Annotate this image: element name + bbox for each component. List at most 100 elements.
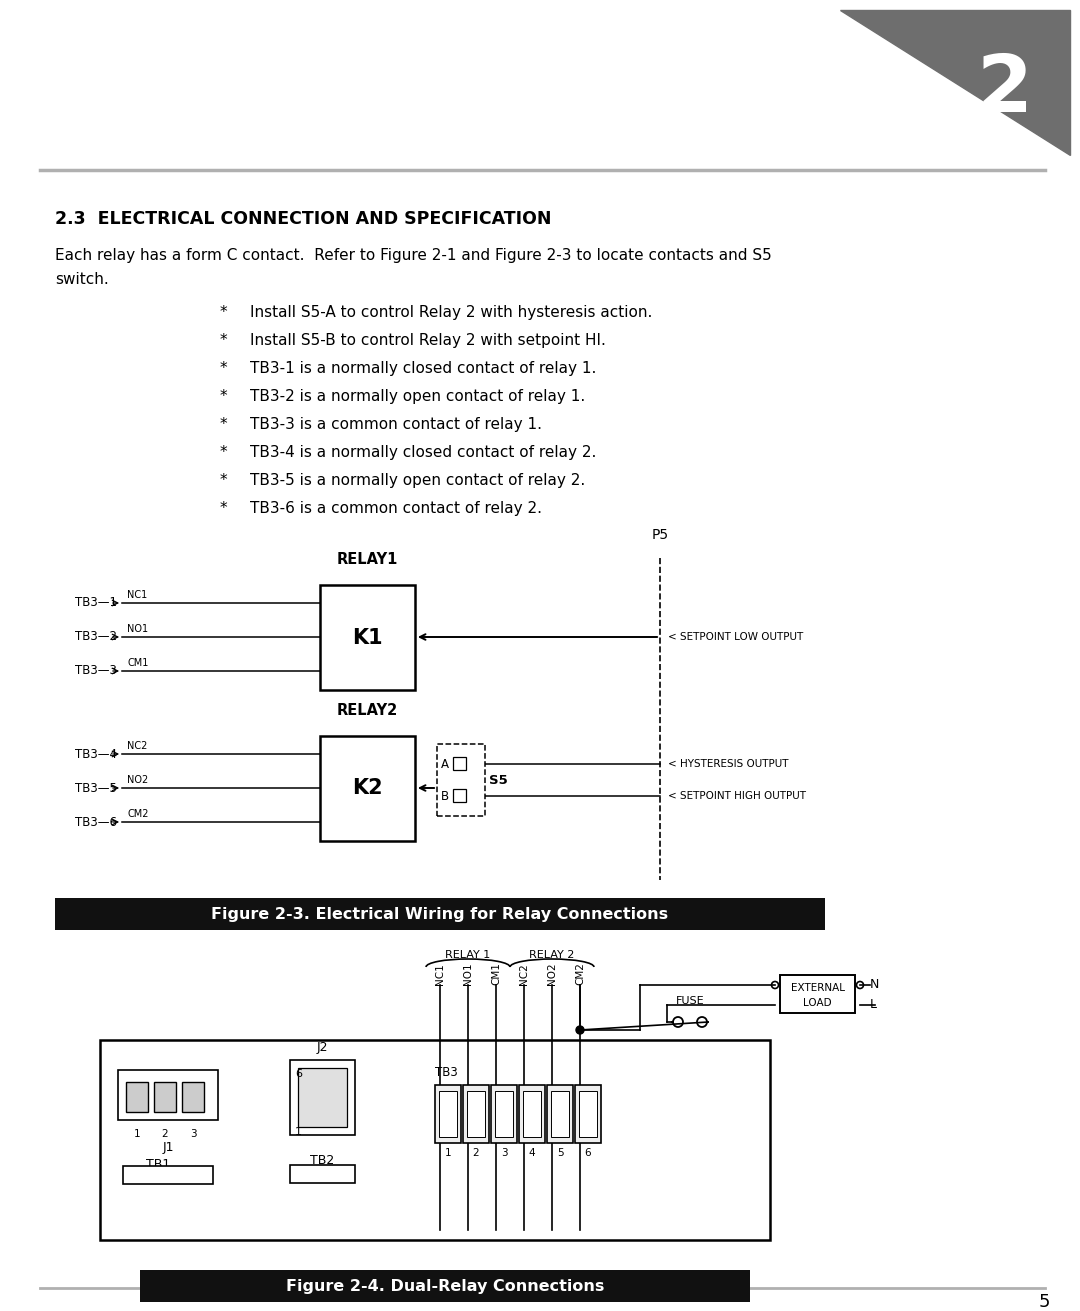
Bar [55, 898, 825, 929]
Text: 5: 5 [556, 1148, 564, 1158]
Text: 5: 5 [1039, 1293, 1050, 1311]
Text: CM2: CM2 [127, 809, 149, 819]
Text: J2: J2 [316, 1041, 328, 1054]
Text: TB3-2 is a normally open contact of relay 1.: TB3-2 is a normally open contact of rela… [249, 389, 585, 404]
Polygon shape [840, 10, 1070, 155]
Text: TB3: TB3 [435, 1066, 458, 1079]
Bar [575, 1086, 600, 1143]
Text: NC2: NC2 [519, 964, 529, 985]
Bar [780, 975, 855, 1013]
Text: 6: 6 [584, 1148, 592, 1158]
Text: TB3-3 is a common contact of relay 1.: TB3-3 is a common contact of relay 1. [249, 417, 542, 433]
Bar [453, 756, 465, 770]
Bar [154, 1082, 176, 1112]
Bar [495, 1091, 513, 1137]
Text: FUSE: FUSE [676, 996, 704, 1006]
Text: *: * [220, 389, 228, 404]
Text: 4: 4 [529, 1148, 536, 1158]
Bar [467, 1091, 485, 1137]
Text: NO2: NO2 [127, 775, 148, 785]
Bar [491, 1086, 517, 1143]
Text: TB2: TB2 [310, 1155, 335, 1168]
Text: Figure 2-3. Electrical Wiring for Relay Connections: Figure 2-3. Electrical Wiring for Relay … [212, 906, 669, 922]
Text: < SETPOINT HIGH OUTPUT: < SETPOINT HIGH OUTPUT [669, 791, 806, 801]
Text: L: L [870, 999, 877, 1012]
Text: TB1: TB1 [146, 1159, 171, 1172]
Text: NC1: NC1 [127, 590, 147, 600]
Text: NO1: NO1 [463, 962, 473, 985]
Text: RELAY2: RELAY2 [337, 703, 399, 718]
Text: B: B [441, 789, 449, 802]
Text: 1: 1 [134, 1129, 140, 1139]
Bar [298, 1068, 347, 1127]
Bar [126, 1082, 148, 1112]
Text: 3: 3 [190, 1129, 197, 1139]
Text: 2: 2 [162, 1129, 168, 1139]
Text: 3: 3 [501, 1148, 508, 1158]
Text: *: * [220, 361, 228, 376]
Text: *: * [220, 305, 228, 320]
Bar [519, 1086, 545, 1143]
Text: Figure 2-4. Dual-Relay Connections: Figure 2-4. Dual-Relay Connections [286, 1278, 604, 1294]
Text: Each relay has a form C contact.  Refer to Figure 2-1 and Figure 2-3 to locate c: Each relay has a form C contact. Refer t… [55, 248, 772, 264]
Text: TB3-6 is a common contact of relay 2.: TB3-6 is a common contact of relay 2. [249, 501, 542, 517]
Text: 1: 1 [295, 1127, 302, 1137]
Text: *: * [220, 501, 228, 517]
Text: Install S5-B to control Relay 2 with setpoint HI.: Install S5-B to control Relay 2 with set… [249, 333, 606, 347]
Bar [291, 1165, 355, 1183]
Circle shape [576, 1027, 584, 1034]
Bar [579, 1091, 597, 1137]
Text: K2: K2 [352, 779, 382, 798]
Text: EXTERNAL: EXTERNAL [791, 983, 845, 992]
Text: RELAY1: RELAY1 [337, 552, 399, 566]
Text: NC2: NC2 [127, 741, 147, 751]
Text: Install S5-A to control Relay 2 with hysteresis action.: Install S5-A to control Relay 2 with hys… [249, 305, 652, 320]
Bar [118, 1070, 218, 1120]
Bar [438, 1091, 457, 1137]
Bar [123, 1165, 213, 1184]
Text: RELAY 2: RELAY 2 [529, 950, 575, 960]
Bar [523, 1091, 541, 1137]
Bar [320, 735, 415, 840]
Text: TB3—5: TB3—5 [75, 781, 117, 794]
Text: 2.3  ELECTRICAL CONNECTION AND SPECIFICATION: 2.3 ELECTRICAL CONNECTION AND SPECIFICAT… [55, 210, 552, 228]
Text: NO2: NO2 [546, 962, 557, 985]
Text: TB3—6: TB3—6 [75, 815, 117, 829]
Text: *: * [220, 417, 228, 433]
Bar [183, 1082, 204, 1112]
Text: TB3—3: TB3—3 [75, 665, 117, 678]
Bar [463, 1086, 489, 1143]
Text: 1: 1 [445, 1148, 451, 1158]
Text: J1: J1 [162, 1142, 174, 1155]
Bar [437, 745, 485, 815]
Text: 2: 2 [977, 51, 1032, 128]
Text: < SETPOINT LOW OUTPUT: < SETPOINT LOW OUTPUT [669, 632, 804, 642]
Text: K1: K1 [352, 628, 382, 648]
Bar [291, 1061, 355, 1135]
Text: TB3-5 is a normally open contact of relay 2.: TB3-5 is a normally open contact of rela… [249, 473, 585, 488]
Text: LOAD: LOAD [804, 998, 832, 1008]
Text: A: A [441, 758, 449, 771]
Text: *: * [220, 444, 228, 460]
Bar [100, 1040, 770, 1240]
Bar [453, 789, 465, 802]
Bar [551, 1091, 569, 1137]
Bar [546, 1086, 573, 1143]
Text: TB3-1 is a normally closed contact of relay 1.: TB3-1 is a normally closed contact of re… [249, 361, 596, 376]
Bar [140, 1270, 750, 1302]
Text: P5: P5 [651, 528, 669, 541]
Text: RELAY 1: RELAY 1 [445, 950, 490, 960]
Text: 6: 6 [295, 1068, 302, 1079]
Text: NC1: NC1 [435, 964, 445, 985]
Text: CM1: CM1 [127, 658, 148, 669]
Text: TB3—4: TB3—4 [75, 747, 117, 760]
Text: S5: S5 [489, 773, 508, 787]
Text: *: * [220, 473, 228, 488]
Text: < HYSTERESIS OUTPUT: < HYSTERESIS OUTPUT [669, 759, 788, 770]
Bar [320, 585, 415, 690]
Text: CM2: CM2 [575, 962, 585, 985]
Text: 2: 2 [473, 1148, 480, 1158]
Text: TB3—2: TB3—2 [75, 631, 117, 644]
Text: switch.: switch. [55, 271, 109, 287]
Text: N: N [870, 978, 879, 991]
